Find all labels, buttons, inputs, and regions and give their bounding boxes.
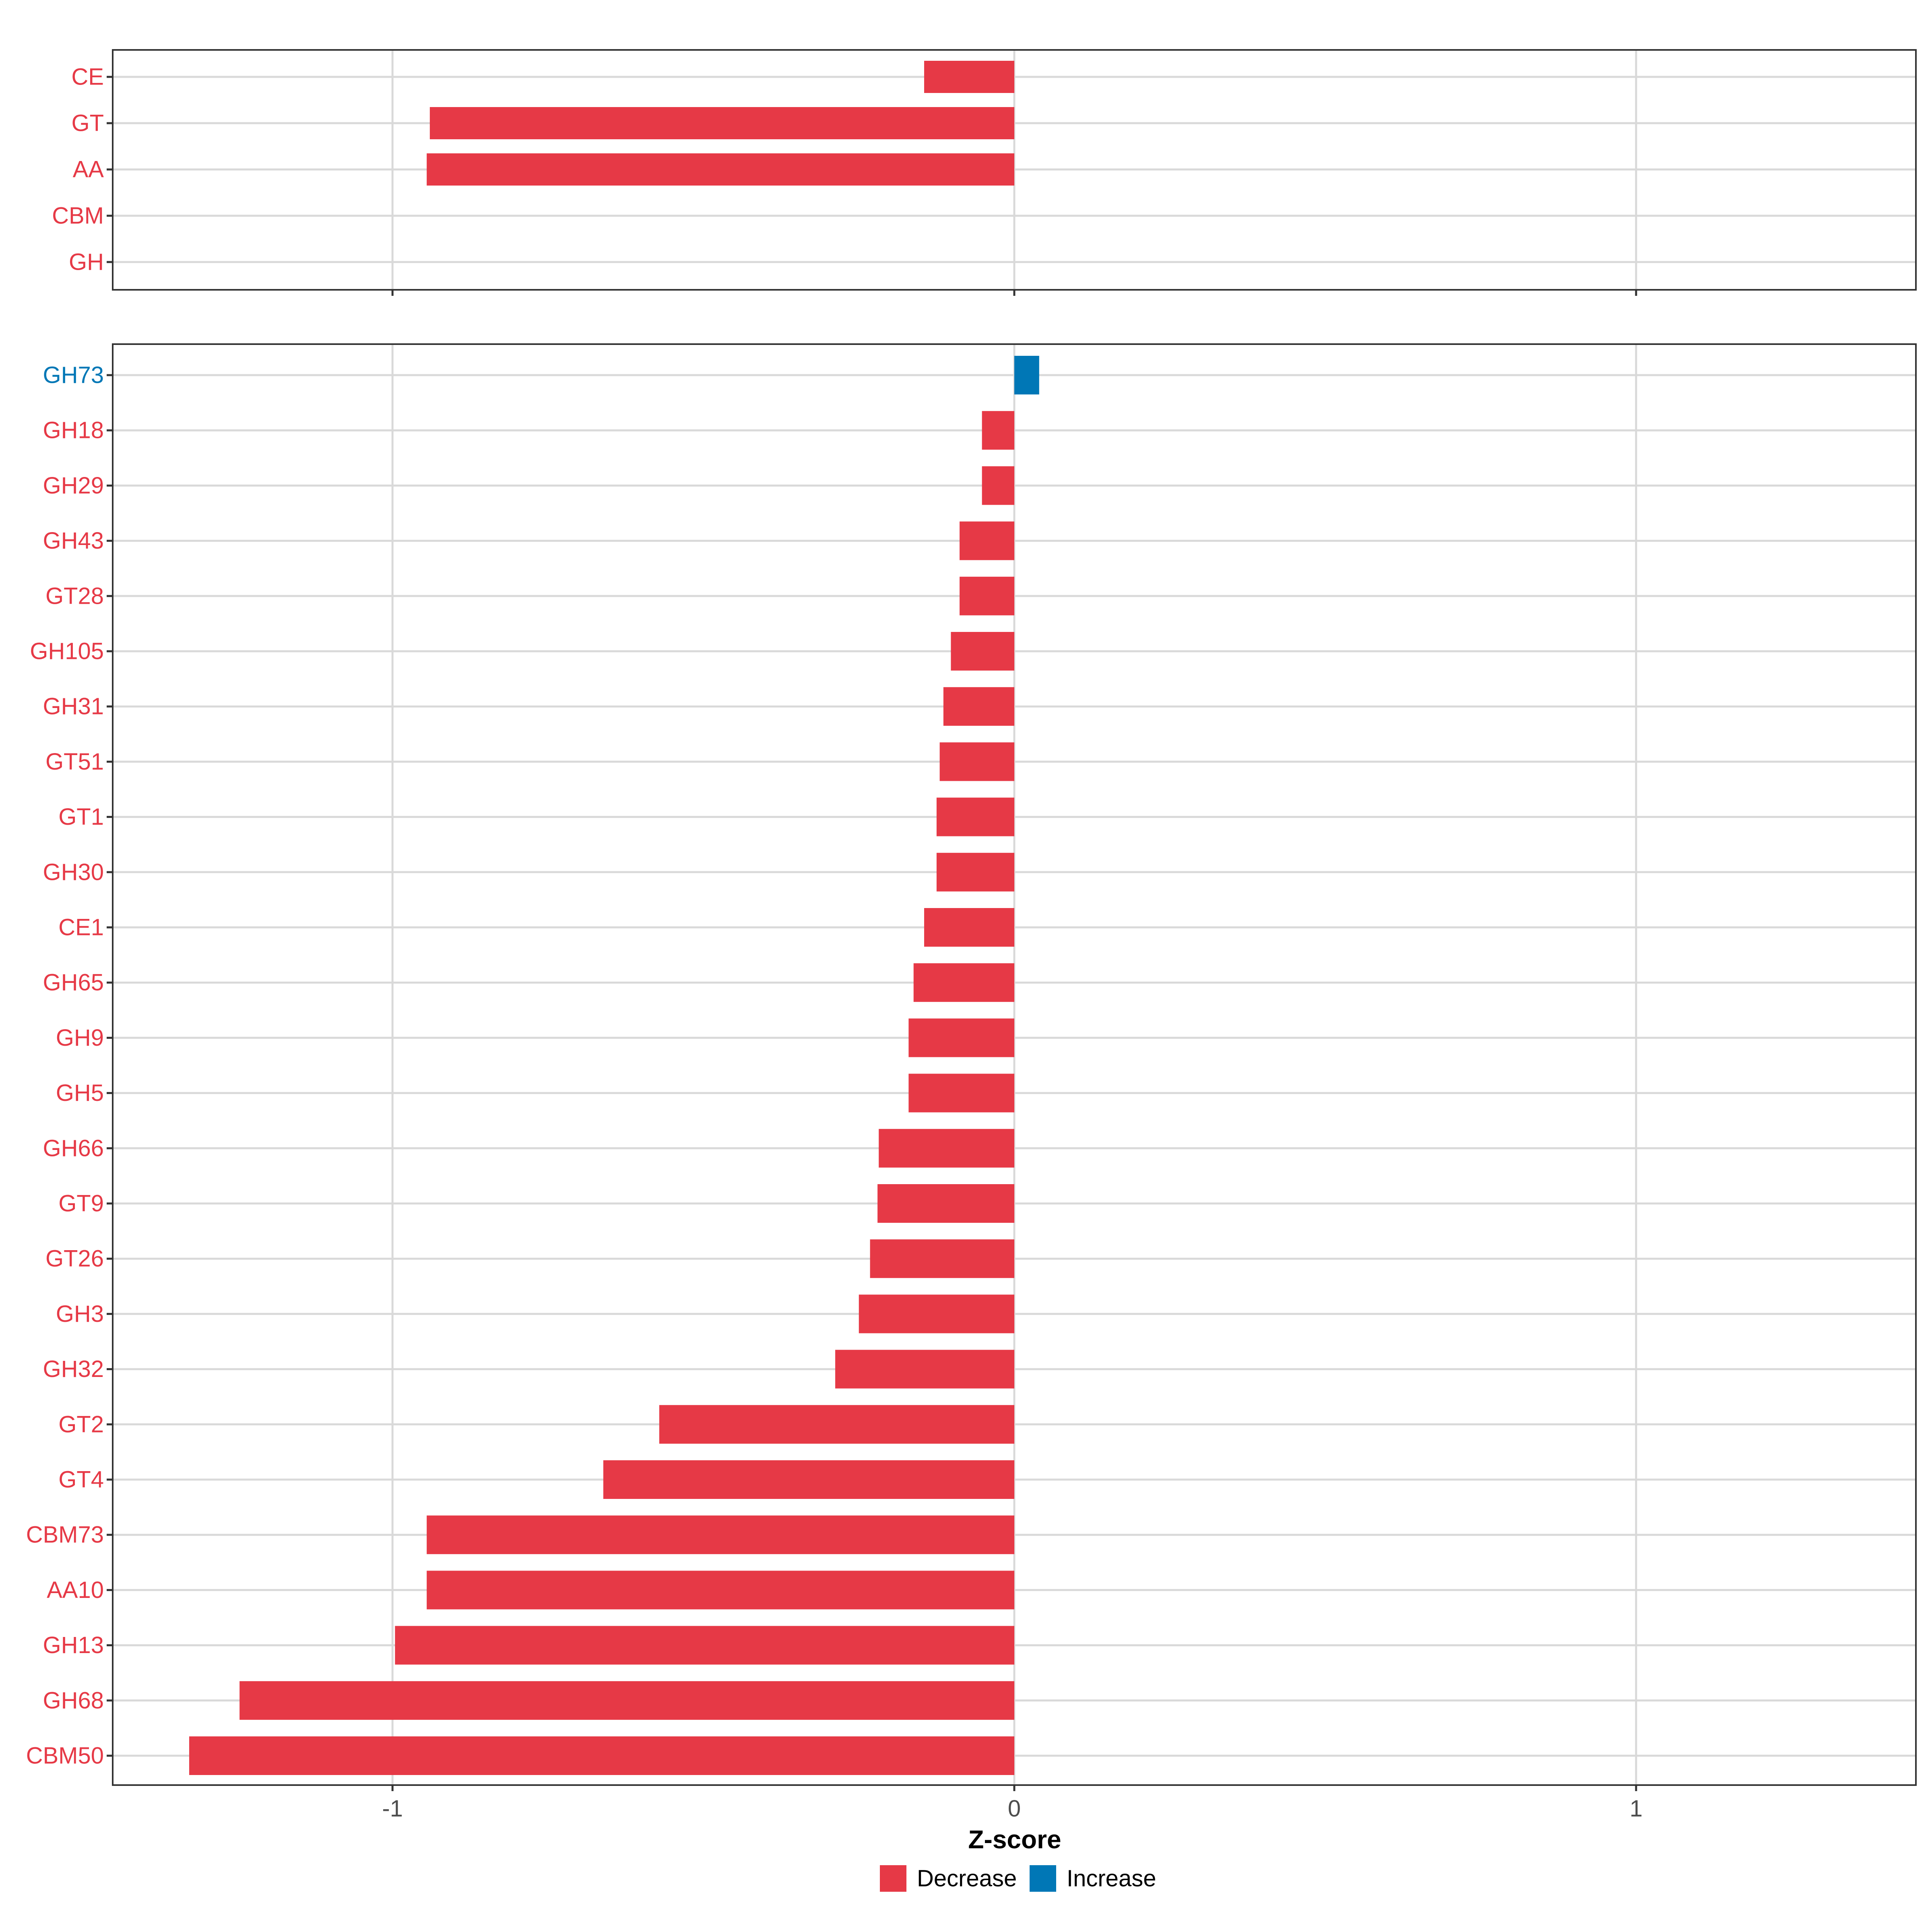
bar-cbm73: [427, 1515, 1014, 1554]
bar-gh32: [835, 1350, 1014, 1389]
bar-aa: [427, 153, 1014, 186]
bar-gh65: [913, 963, 1014, 1002]
y-tick-label-gh9: GH9: [56, 1025, 104, 1051]
legend: Decrease Increase: [880, 1865, 1156, 1892]
x-tick-label: 0: [1008, 1796, 1021, 1822]
legend-key-increase: [1030, 1865, 1056, 1892]
bar-gh43: [960, 521, 1014, 560]
legend-key-decrease: [880, 1865, 906, 1892]
bar-gt26: [870, 1239, 1014, 1278]
y-tick-label-gh66: GH66: [43, 1135, 104, 1161]
bar-cbm50: [189, 1736, 1015, 1775]
bar-ce1: [924, 908, 1014, 947]
y-tick-label-gt: GT: [71, 110, 104, 136]
y-tick-label-cbm: CBM: [52, 203, 104, 229]
y-tick-label-aa: AA: [73, 157, 104, 183]
y-tick-label-gt4: GT4: [58, 1467, 104, 1493]
y-tick-label-gh105: GH105: [30, 638, 104, 665]
bar-gt51: [939, 742, 1014, 781]
y-tick-label-gh29: GH29: [43, 473, 104, 499]
bar-gh66: [879, 1129, 1014, 1168]
x-axis: -1 0 1: [382, 1796, 1643, 1822]
legend-label-increase: Increase: [1067, 1866, 1156, 1892]
y-tick-label-ce: CE: [71, 64, 104, 90]
bar-gh31: [943, 687, 1014, 726]
bar-gh105: [951, 632, 1014, 671]
y-tick-label-gh65: GH65: [43, 970, 104, 996]
bar-gh29: [982, 466, 1014, 505]
y-tick-label-gh3: GH3: [56, 1301, 104, 1327]
bar-gt2: [659, 1405, 1014, 1444]
bar-gt1: [936, 797, 1014, 836]
y-tick-label-gt1: GT1: [58, 804, 104, 830]
panel-1: CE GT AA CBM GH: [52, 49, 1917, 296]
x-tick-label: -1: [382, 1796, 403, 1822]
y-tick-label-gh32: GH32: [43, 1356, 104, 1382]
bar-aa10: [427, 1571, 1014, 1610]
y-tick-label-cbm73: CBM73: [26, 1522, 104, 1548]
bar-gt4: [603, 1460, 1014, 1499]
bar-gt9: [877, 1184, 1014, 1223]
y-tick-label-gh13: GH13: [43, 1632, 104, 1658]
y-tick-label-gh68: GH68: [43, 1687, 104, 1713]
y-tick-label-gh31: GH31: [43, 694, 104, 720]
panel-2: GH73 GH18 GH29 GH43 GT28 GH105 GH31 GT51 GT1 GH30…: [26, 343, 1917, 1791]
y-tick-label-gt51: GT51: [45, 749, 104, 775]
y-tick-label-cbm50: CBM50: [26, 1743, 104, 1769]
y-tick-label-gt26: GT26: [45, 1246, 104, 1272]
bar-ce: [924, 61, 1014, 93]
bar-gh73: [1014, 356, 1039, 394]
bar-gt28: [960, 576, 1014, 615]
x-axis-title: Z-score: [968, 1825, 1061, 1854]
y-tick-label-gh18: GH18: [43, 417, 104, 444]
x-tick-label: 1: [1630, 1796, 1643, 1822]
bar-gh5: [908, 1073, 1014, 1113]
y-tick-label-gh73: GH73: [43, 362, 104, 388]
legend-label-decrease: Decrease: [917, 1866, 1017, 1892]
panels: CE GT AA CBM GH GH73 GH18 GH29 GH43 GT28 GH105 GH31…: [26, 49, 1917, 1791]
y-tick-label-gt2: GT2: [58, 1411, 104, 1437]
y-tick-label-gt28: GT28: [45, 583, 104, 609]
bar-gh9: [908, 1018, 1014, 1057]
bar-gh3: [859, 1294, 1014, 1333]
bar-gt: [429, 107, 1014, 139]
y-tick-label-aa10: AA10: [47, 1577, 104, 1603]
y-tick-label-gh5: GH5: [56, 1080, 104, 1106]
y-tick-label-gh: GH: [69, 249, 104, 275]
y-tick-label-ce1: CE1: [58, 914, 104, 941]
y-tick-label-gt9: GT9: [58, 1191, 104, 1217]
bar-gh13: [395, 1626, 1014, 1665]
bar-gh30: [936, 852, 1014, 892]
bar-gh18: [982, 411, 1014, 450]
bar-gh68: [239, 1681, 1015, 1720]
y-tick-label-gh43: GH43: [43, 528, 104, 554]
y-tick-label-gh30: GH30: [43, 859, 104, 885]
